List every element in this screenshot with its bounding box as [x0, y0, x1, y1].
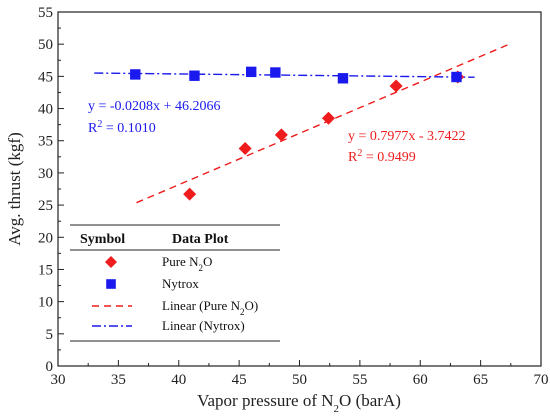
y-tick-label: 50 — [38, 37, 53, 53]
y-tick-label: 30 — [38, 166, 53, 182]
pure-n2o-fit-line — [136, 42, 512, 204]
pure-n2o-point — [238, 141, 252, 155]
pure-n2o-r2: R2 = 0.9499 — [348, 148, 416, 166]
legend-entry-sub: 2 — [198, 263, 203, 273]
nytrox-point — [189, 70, 200, 81]
pure-n2o-point — [389, 79, 403, 93]
pure-n2o-r2-label: R — [348, 150, 358, 165]
legend-entry-tail: O — [203, 254, 212, 269]
x-tick-label: 60 — [413, 372, 428, 388]
x-axis-title: Vapor pressure of N2O (barA) — [197, 391, 401, 415]
nytrox-point — [246, 66, 257, 78]
legend-entry-label: Linear (Pure N2O) — [162, 298, 258, 317]
nytrox-r2: R2 = 0.1010 — [88, 119, 156, 137]
nytrox-equation: y = -0.0208x + 46.2066 — [88, 99, 220, 114]
x-tick-label: 30 — [51, 372, 66, 388]
pure-n2o-r2-value: = 0.9499 — [362, 150, 415, 165]
y-tick-label: 25 — [38, 198, 53, 214]
fit-lines — [94, 42, 512, 204]
nytrox-point — [130, 69, 141, 80]
y-tick-label: 0 — [46, 359, 54, 375]
y-tick-label: 55 — [38, 5, 53, 21]
pure-n2o-fit-annotation: y = 0.7977x - 3.7422 R2 = 0.9499 — [348, 129, 466, 165]
y-tick-label: 5 — [46, 327, 54, 343]
nytrox-point — [337, 73, 349, 84]
y-tick-label: 35 — [38, 134, 53, 150]
legend-entry-label: Pure N2O — [162, 254, 212, 273]
y-tick-label: 45 — [38, 69, 53, 85]
x-tick-label: 45 — [232, 372, 247, 388]
y-axis-title: Avg. thrust (kgf) — [5, 132, 24, 245]
x-tick-label: 40 — [171, 372, 186, 388]
nytrox-fit-line — [94, 72, 475, 78]
pure-n2o-point — [274, 128, 288, 142]
legend-header-plot: Data Plot — [172, 232, 229, 247]
x-tick-label: 35 — [111, 372, 126, 388]
legend-entry-sub: 2 — [240, 307, 245, 317]
pure-n2o-r2-sup: 2 — [357, 148, 362, 159]
x-axis-title-main: Vapor pressure of N — [197, 391, 333, 410]
nytrox-r2-value: = 0.1010 — [102, 121, 155, 136]
data-markers — [130, 66, 465, 201]
legend-entry-main: Linear (Nytrox) — [162, 318, 245, 333]
legend-entry-label: Nytrox — [162, 276, 199, 291]
x-axis-title-sub: 2 — [334, 403, 340, 415]
x-axis-title-tail: O (barA) — [339, 391, 401, 410]
legend-entry-label: Linear (Nytrox) — [162, 318, 245, 333]
nytrox-point — [451, 71, 462, 83]
x-tick-label: 70 — [534, 372, 549, 388]
legend-symbol-diamond — [105, 256, 117, 268]
legend-symbol-square — [106, 279, 116, 289]
nytrox-r2-label: R — [88, 121, 98, 136]
x-tick-label: 65 — [473, 372, 488, 388]
legend-entry-main: Pure N — [162, 254, 199, 269]
y-tick-label: 15 — [38, 262, 53, 278]
legend-entry-main: Linear (Pure N — [162, 298, 241, 313]
y-tick-label: 20 — [38, 230, 53, 246]
y-tick-label: 40 — [38, 102, 53, 118]
nytrox-point — [270, 67, 281, 78]
legend-header-symbol: Symbol — [80, 232, 125, 247]
legend-entry-main: Nytrox — [162, 276, 199, 291]
legend-entry-tail: O) — [244, 298, 258, 313]
nytrox-r2-sup: 2 — [97, 119, 102, 130]
nytrox-fit-annotation: y = -0.0208x + 46.2066 R2 = 0.1010 — [88, 99, 220, 136]
pure-n2o-equation: y = 0.7977x - 3.7422 — [348, 129, 466, 144]
pure-n2o-point — [321, 111, 335, 125]
y-tick-label: 10 — [38, 295, 53, 311]
x-tick-label: 55 — [352, 372, 367, 388]
pure-n2o-point — [183, 187, 197, 201]
x-tick-label: 50 — [292, 372, 307, 388]
axis-ticks: 30 35 40 45 50 55 60 65 70 0 5 10 15 20 25 30 35 40 45 50 55 — [38, 5, 549, 388]
legend-background — [66, 222, 283, 344]
